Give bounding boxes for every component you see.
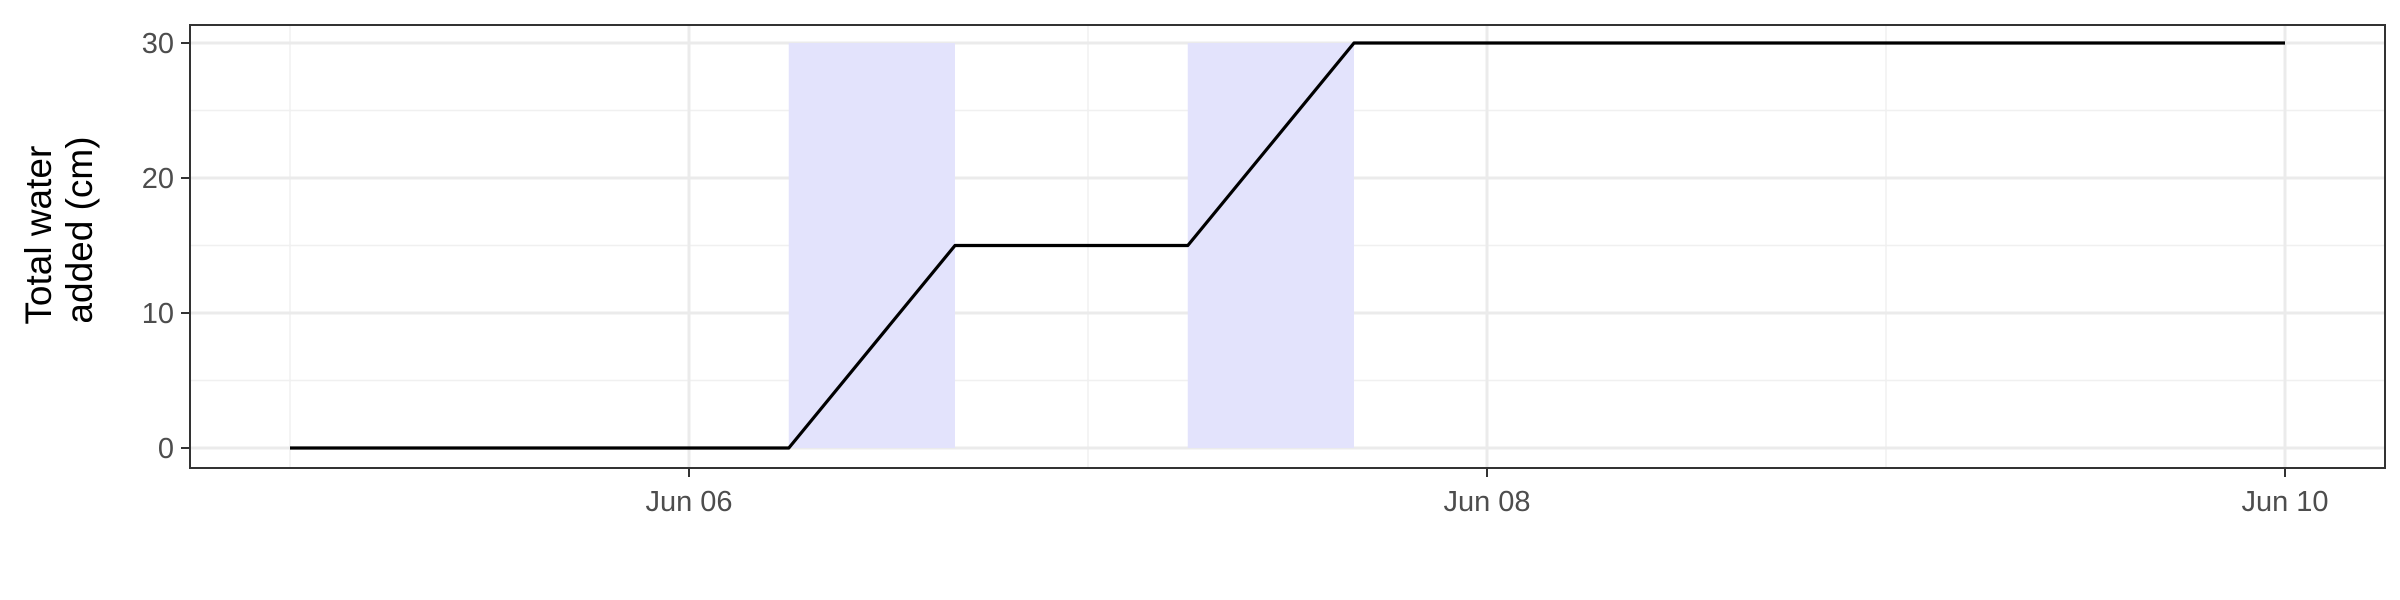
y-axis-title-line-1: Total water <box>18 146 59 325</box>
y-axis: 0 10 20 30 <box>142 28 190 465</box>
series-lines <box>289 41 2286 450</box>
shaded-intervals <box>788 43 1354 448</box>
y-tick-label: 10 <box>142 298 174 330</box>
y-tick-label: 30 <box>142 28 174 60</box>
y-tick-label: 20 <box>142 163 174 195</box>
panel-border <box>189 24 2386 469</box>
y-axis-title: Total water added (cm) <box>18 135 100 324</box>
x-tick-label: Jun 10 <box>2241 486 2328 518</box>
shaded-interval-2 <box>1187 43 1354 448</box>
series-line-1 <box>290 41 2285 450</box>
y-axis-title-line-2: added (cm) <box>59 136 100 323</box>
x-tick-label: Jun 08 <box>1443 486 1530 518</box>
panel-frame <box>189 24 2386 469</box>
y-tick-label: 0 <box>158 433 174 465</box>
x-tick-label: Jun 06 <box>645 486 732 518</box>
shaded-interval-1 <box>788 43 955 448</box>
x-axis: Jun 06 Jun 08 Jun 10 <box>645 468 2329 518</box>
